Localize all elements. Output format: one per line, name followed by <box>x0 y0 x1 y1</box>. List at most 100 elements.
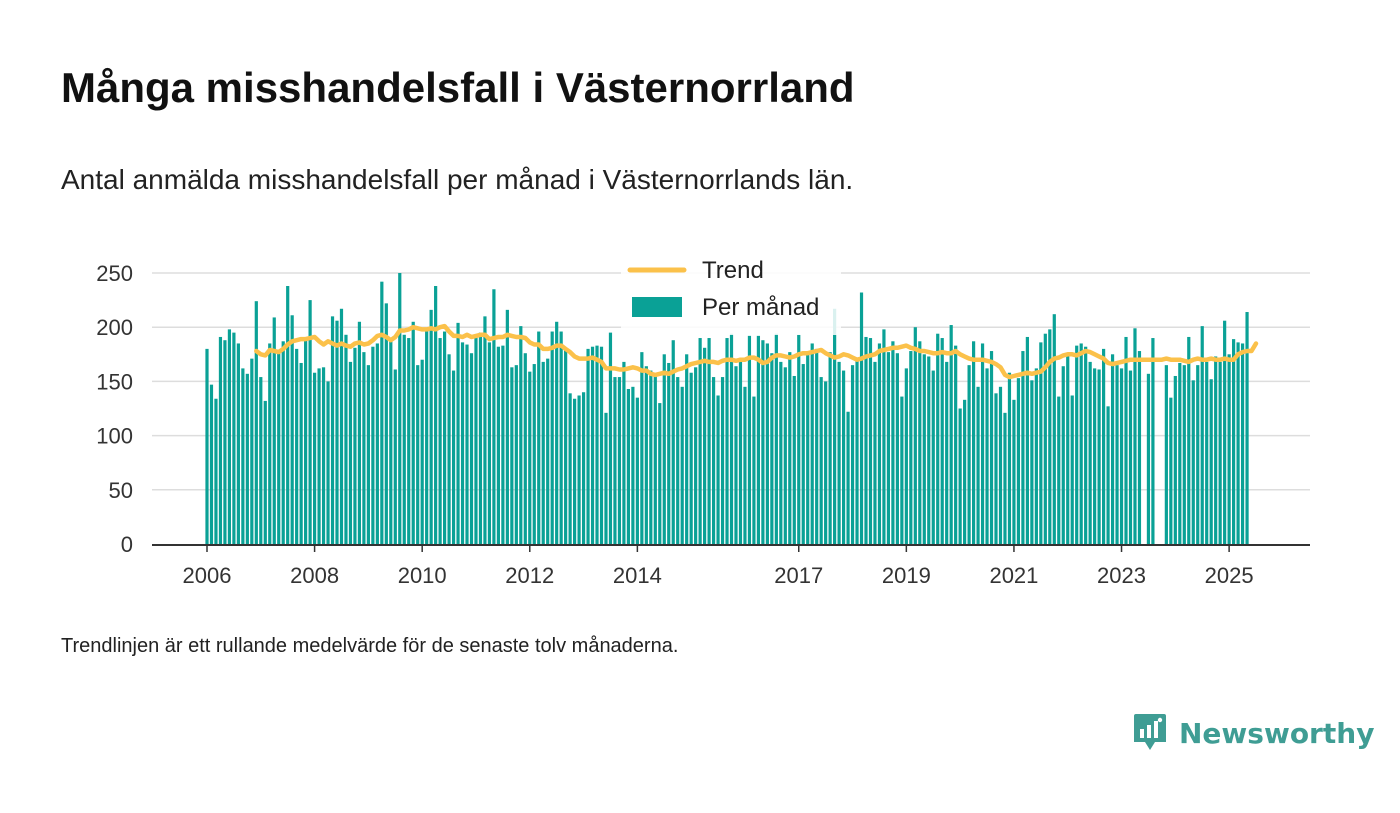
bar <box>1052 314 1056 544</box>
bar <box>268 343 272 544</box>
legend-bar-label: Per månad <box>702 294 819 321</box>
bar <box>958 408 962 544</box>
x-tick-label: 2021 <box>989 563 1038 588</box>
bar <box>286 286 290 544</box>
bar <box>859 292 864 544</box>
bar <box>783 367 787 544</box>
bar <box>976 386 980 544</box>
bar <box>317 368 321 544</box>
bar <box>492 289 496 544</box>
x-axis-ticks: 2006 2008 2010 2012 2014 2017 2019 2021 2023 2025 <box>183 545 1254 588</box>
bar <box>402 334 406 544</box>
bar <box>568 393 572 544</box>
bar <box>608 332 613 544</box>
bar <box>1200 326 1204 544</box>
bar <box>743 386 747 544</box>
bar <box>546 358 550 544</box>
bar <box>209 384 214 544</box>
bar <box>797 334 801 544</box>
bar <box>416 365 420 544</box>
bar <box>595 345 599 544</box>
bar <box>505 309 509 544</box>
newsworthy-logo-icon <box>1134 714 1166 750</box>
bar <box>604 412 608 544</box>
bar <box>442 331 447 544</box>
bar <box>1003 412 1007 544</box>
bar <box>913 327 917 544</box>
brand-logo: Newsworthy <box>1133 713 1374 753</box>
bar <box>519 326 523 544</box>
bar <box>308 300 312 544</box>
bar <box>478 332 483 544</box>
bar <box>819 377 823 544</box>
bar <box>393 369 397 544</box>
bar <box>460 342 465 544</box>
x-tick-label: 2010 <box>398 563 447 588</box>
bar <box>1227 354 1231 544</box>
bar <box>667 362 671 544</box>
bar <box>218 336 223 544</box>
x-tick-label: 2012 <box>505 563 554 588</box>
bar <box>846 411 850 544</box>
bar <box>1102 348 1106 544</box>
bar <box>949 325 953 544</box>
bar <box>272 317 276 544</box>
bar <box>1110 354 1115 544</box>
bar <box>922 354 926 544</box>
bar <box>407 338 411 544</box>
bar <box>837 361 841 544</box>
bar <box>622 361 626 544</box>
bar <box>236 343 240 544</box>
legend-trend-label: Trend <box>702 257 764 284</box>
bar <box>1106 406 1110 544</box>
bar <box>299 362 303 544</box>
bar <box>1196 365 1200 544</box>
bar <box>877 343 882 544</box>
brand-name: Newsworthy <box>1179 716 1375 750</box>
x-tick-label: 2014 <box>613 563 662 588</box>
bar <box>945 361 949 544</box>
bar <box>326 381 330 544</box>
bar <box>541 361 545 544</box>
bar <box>532 364 536 544</box>
bar <box>1164 365 1168 544</box>
bar <box>474 335 478 544</box>
bar <box>1232 339 1236 544</box>
bar <box>523 353 527 544</box>
bar <box>304 340 308 544</box>
bar <box>1178 362 1182 544</box>
bar <box>774 333 778 544</box>
bar <box>985 368 989 544</box>
bar <box>703 347 707 544</box>
bar <box>599 346 604 544</box>
bar <box>1173 375 1177 544</box>
bar <box>1191 380 1195 544</box>
bar <box>1088 361 1092 544</box>
bar <box>676 377 680 544</box>
bar <box>801 364 805 544</box>
bar <box>223 340 227 544</box>
bar <box>339 308 344 544</box>
bar <box>980 343 985 544</box>
bar <box>590 346 595 544</box>
bar <box>1007 372 1012 544</box>
bar <box>371 346 375 544</box>
bar <box>613 377 617 544</box>
bar <box>761 340 765 544</box>
bar-series <box>205 273 1249 544</box>
bar <box>873 361 877 544</box>
bar <box>1214 356 1218 544</box>
y-tick-label: 50 <box>109 478 133 503</box>
bar <box>756 335 761 544</box>
bar <box>653 375 657 544</box>
bar <box>573 398 577 544</box>
bar <box>456 322 460 544</box>
bar <box>824 381 828 544</box>
bar <box>963 399 967 544</box>
bar <box>1093 368 1097 544</box>
bar <box>1012 399 1016 544</box>
bar <box>1187 336 1191 544</box>
bar <box>1209 379 1213 544</box>
bar <box>855 360 859 544</box>
bar <box>747 335 752 544</box>
